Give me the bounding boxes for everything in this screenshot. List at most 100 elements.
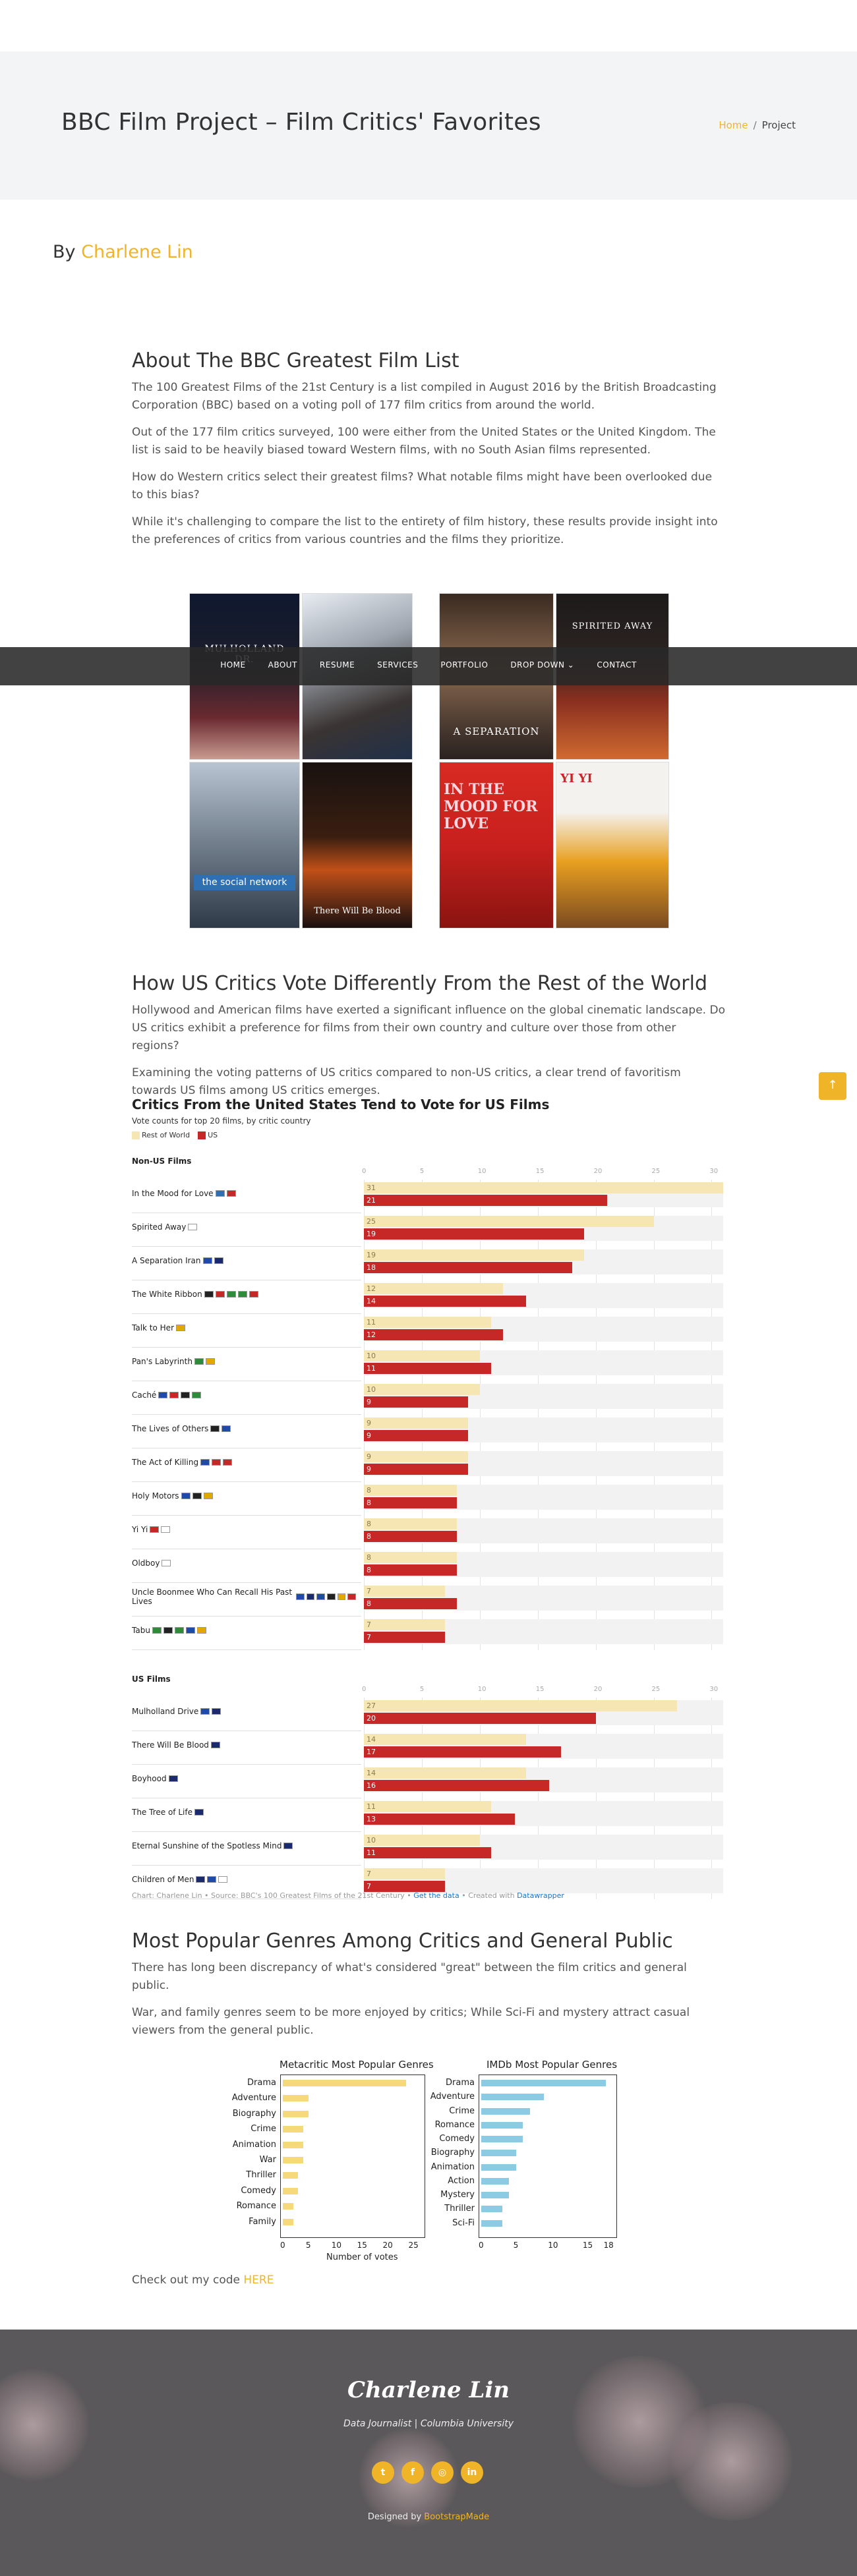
byline: By Charlene Lin — [53, 242, 193, 262]
genre-axis-tick: 0 — [479, 2241, 484, 2250]
film-title: Boyhood — [132, 1774, 167, 1783]
chart-row-label: Uncle Boonmee Who Can Recall His Past Li… — [132, 1588, 357, 1606]
bar-us: 12 — [364, 1329, 503, 1340]
nav-home[interactable]: HOME — [220, 660, 246, 670]
country-flag-icon — [337, 1593, 346, 1600]
chart-row-label: The Tree of Life — [132, 1806, 356, 1818]
chart-title: Critics From the United States Tend to V… — [132, 1097, 550, 1112]
footer-subtitle: Data Journalist | Columbia University — [343, 2419, 514, 2429]
chart-gridline — [537, 1180, 539, 1650]
genre-bar — [481, 2163, 516, 2171]
genre-axis-tick: 5 — [513, 2241, 519, 2250]
nav-dropdown[interactable]: DROP DOWN ⌄ — [510, 660, 575, 670]
genre-bar — [481, 2094, 544, 2101]
bar-us: 9 — [364, 1430, 469, 1441]
genre-axis-tick: 15 — [582, 2241, 593, 2250]
nav-services[interactable]: SERVICES — [377, 660, 419, 670]
genre-bar — [481, 2136, 523, 2143]
breadcrumb-current: Project — [761, 119, 796, 131]
chart-subtitle: Vote counts for top 20 films, by critic … — [132, 1116, 311, 1126]
genre-chart-title: IMDb Most Popular Genres — [487, 2059, 618, 2071]
country-flag-icon — [306, 1593, 315, 1600]
genre-label: Thriller — [246, 2170, 276, 2181]
genre-axis-tick: 10 — [548, 2241, 558, 2250]
poster-title: There Will Be Blood — [314, 906, 401, 916]
chart-tick-label: 20 — [593, 1686, 603, 1693]
country-flag-icon — [210, 1425, 220, 1432]
film-title: Children of Men — [132, 1875, 194, 1884]
genre-label: Mystery — [440, 2190, 475, 2200]
country-flag-icon — [212, 1459, 222, 1466]
nav-resume[interactable]: RESUME — [319, 660, 355, 670]
genre-label: Drama — [247, 2078, 276, 2088]
film-title: Mulholland Drive — [132, 1707, 199, 1716]
country-flag-icon — [210, 1742, 220, 1748]
linkedin-icon[interactable]: in — [461, 2461, 483, 2484]
chart-row-label: Spirited Away — [132, 1221, 356, 1233]
country-flag-icon — [237, 1291, 247, 1298]
us-critics-section: How US Critics Vote Differently From the… — [132, 972, 725, 1100]
chart-row-label: Pan's Labyrinth — [132, 1356, 356, 1367]
about-paragraph-4: While it's challenging to compare the li… — [132, 515, 718, 546]
chart-legend: Rest of World US — [132, 1131, 725, 1139]
genre-axis-tick: 0 — [280, 2241, 285, 2250]
legend-swatch-rest — [132, 1131, 140, 1139]
facebook-icon[interactable]: f — [401, 2461, 424, 2484]
chart-gridline — [364, 1698, 365, 1899]
film-title: The Act of Killing — [132, 1458, 199, 1467]
film-title: Talk to Her — [132, 1323, 174, 1332]
chart-gridline — [537, 1698, 539, 1899]
poster-title: A SEPARATION — [453, 726, 540, 737]
bar-rest-of-world: 7 — [364, 1586, 446, 1597]
legend-us-label: US — [208, 1131, 218, 1139]
country-flag-icon — [152, 1627, 162, 1634]
film-title: Caché — [132, 1390, 157, 1400]
country-flag-icon — [174, 1627, 184, 1634]
chart-tick-label: 0 — [362, 1168, 367, 1175]
chart-row-divider — [132, 1865, 361, 1866]
country-flag-icon — [196, 1876, 206, 1883]
nav-about[interactable]: ABOUT — [268, 660, 297, 670]
country-flag-icon — [162, 1560, 171, 1566]
chart-tick-label: 10 — [477, 1686, 487, 1693]
chart-gridline — [421, 1698, 423, 1899]
twitter-icon[interactable]: t — [372, 2461, 394, 2484]
us-paragraph-2: Examining the voting patterns of US crit… — [132, 1066, 681, 1097]
genre-chart-title: Metacritic Most Popular Genres — [280, 2059, 434, 2071]
nav-portfolio[interactable]: PORTFOLIO — [440, 660, 488, 670]
main-navbar: HOME ABOUT RESUME SERVICES PORTFOLIO DRO… — [0, 647, 857, 685]
chart-row-divider — [132, 1246, 361, 1247]
chart-gridline — [479, 1180, 481, 1650]
chart-row-divider — [132, 1515, 361, 1516]
country-flag-icon — [214, 1257, 223, 1264]
country-flag-icon — [188, 1224, 198, 1230]
country-flag-icon — [202, 1257, 212, 1264]
genre-bar — [481, 2107, 530, 2115]
instagram-icon[interactable]: ◎ — [431, 2461, 454, 2484]
chart-footer-middle: • Created with — [461, 1891, 515, 1900]
chart-footer-text: Chart: Charlene Lin • Source: BBC's 100 … — [132, 1891, 411, 1900]
chart-row-divider — [132, 1831, 361, 1832]
code-here-link[interactable]: HERE — [243, 2274, 274, 2287]
chart-gridline — [595, 1698, 597, 1899]
country-flag-icon — [194, 1809, 204, 1816]
legend-rest-label: Rest of World — [142, 1131, 191, 1139]
site-footer — [0, 2330, 857, 2576]
country-flag-icon — [163, 1627, 173, 1634]
nav-contact[interactable]: CONTACT — [597, 660, 637, 670]
datawrapper-link[interactable]: Datawrapper — [517, 1891, 564, 1900]
byline-author-link[interactable]: Charlene Lin — [81, 242, 193, 262]
get-the-data-link[interactable]: Get the data — [413, 1891, 459, 1900]
page-title: BBC Film Project – Film Critics' Favorit… — [61, 109, 541, 136]
bar-us: 14 — [364, 1296, 527, 1307]
back-to-top-button[interactable]: ↑ — [819, 1072, 846, 1100]
bootstrapmade-link[interactable]: BootstrapMade — [424, 2512, 490, 2522]
legend-swatch-us — [198, 1131, 206, 1139]
bar-us: 19 — [364, 1228, 585, 1240]
country-flag-icon — [204, 1291, 214, 1298]
film-title: Yi Yi — [132, 1525, 148, 1534]
chart-row-divider — [132, 1582, 361, 1583]
poster-yi-yi: YI YI — [556, 762, 669, 929]
chart-tick-label: 5 — [419, 1168, 425, 1175]
breadcrumb-home-link[interactable]: Home — [719, 119, 748, 131]
